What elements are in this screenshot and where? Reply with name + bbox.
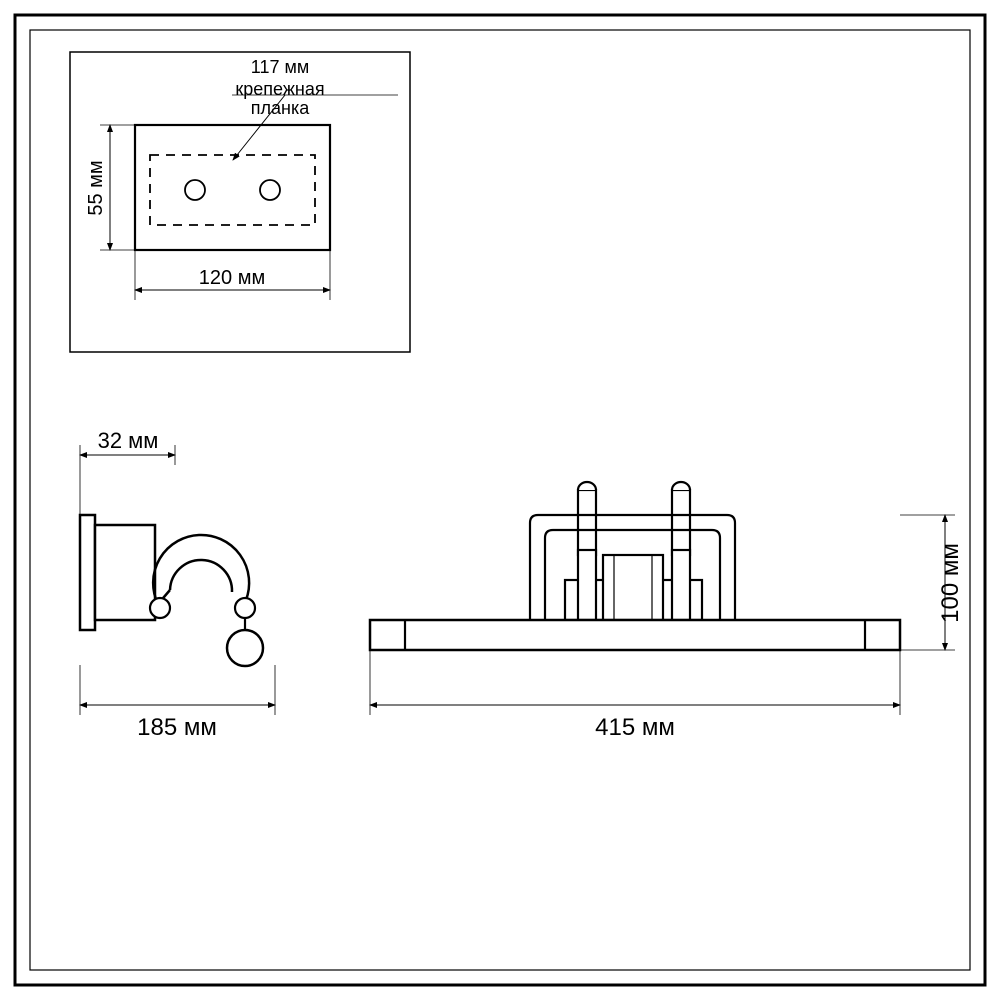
dim-55-label: 55 мм — [85, 160, 107, 215]
mounting-bracket-dashed — [150, 155, 315, 225]
wall-base — [80, 515, 95, 630]
caption-line1: крепежная — [235, 79, 324, 99]
front-view: 415 мм 100 мм — [370, 482, 964, 741]
technical-drawing-page: 117 мм крепежная планка 55 мм 120 мм — [0, 0, 1000, 1000]
screw-hole-2 — [260, 180, 280, 200]
dim-185: 185 мм — [80, 665, 275, 741]
light-bar — [370, 620, 900, 650]
dim-120-label: 120 мм — [199, 267, 265, 289]
dim-32-label: 32 мм — [98, 428, 159, 453]
dim-32: 32 мм — [80, 428, 175, 465]
frame-outer — [15, 15, 985, 985]
drawing-svg: 117 мм крепежная планка 55 мм 120 мм — [0, 0, 1000, 1000]
dim-120: 120 мм — [135, 250, 330, 300]
dim-55: 55 мм — [85, 125, 135, 250]
joint-ball-2 — [235, 598, 255, 618]
joint-ball-1 — [150, 598, 170, 618]
side-view: 32 мм 185 мм — [80, 428, 275, 741]
dim-100: 100 мм — [900, 515, 964, 650]
dim-117-label: 117 мм — [251, 57, 309, 77]
dim-100-label: 100 мм — [937, 543, 964, 623]
mounting-plate-panel: 117 мм крепежная планка 55 мм 120 мм — [70, 52, 410, 352]
frame-inner — [30, 30, 970, 970]
screw-hole-1 — [185, 180, 205, 200]
base-plate — [135, 125, 330, 250]
dim-415: 415 мм — [370, 650, 900, 741]
rear-posts — [578, 482, 690, 555]
dim-185-label: 185 мм — [137, 714, 217, 741]
arc-arm-inner — [170, 560, 232, 592]
center-hardware — [565, 550, 702, 620]
drop-finial — [227, 630, 263, 666]
dim-415-label: 415 мм — [595, 714, 675, 741]
mount-block — [95, 525, 155, 620]
